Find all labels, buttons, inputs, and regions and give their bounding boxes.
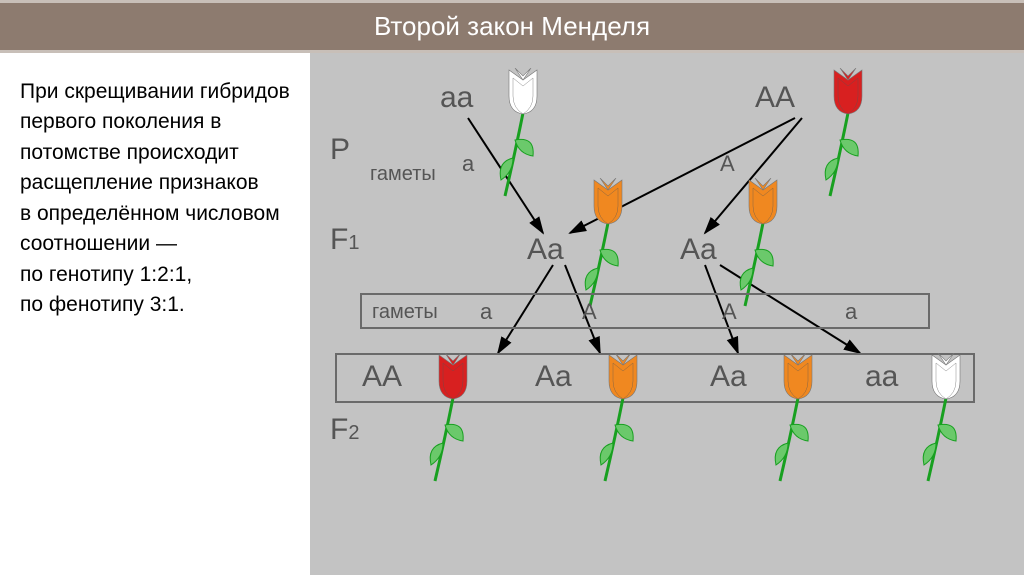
- main-area: При скрещивании гибридов первого поколен…: [0, 53, 1024, 575]
- f2-flower-icon: [770, 353, 830, 488]
- gamete-allele: a: [462, 151, 474, 177]
- f2-genotype: AA: [362, 360, 402, 394]
- gamete-allele: a: [480, 299, 492, 325]
- generation-f2-label: F2: [330, 413, 359, 447]
- gametes-label: гаметы: [372, 301, 438, 324]
- f2-genotype: Aa: [710, 360, 747, 394]
- parent-genotype: aa: [440, 81, 473, 115]
- f1-genotype: Aa: [680, 233, 717, 267]
- gametes-label: гаметы: [370, 163, 436, 186]
- f2-genotype: aa: [865, 360, 898, 394]
- generation-f1-label: F1: [330, 223, 359, 257]
- f2-flower-icon: [425, 353, 485, 488]
- gamete-allele: A: [722, 299, 737, 325]
- f2-genotype: Aa: [535, 360, 572, 394]
- gamete-allele: a: [845, 299, 857, 325]
- generation-p-label: P: [330, 133, 350, 167]
- parent-genotype: AA: [755, 81, 795, 115]
- description-text: При скрещивании гибридов первого поколен…: [0, 53, 310, 575]
- f2-flower-icon: [595, 353, 655, 488]
- parent-flower-icon: [820, 68, 880, 203]
- gamete-allele: A: [582, 299, 597, 325]
- page-title: Второй закон Менделя: [0, 0, 1024, 53]
- mendel-diagram: PF1F2aa AA гаметыaAAa Aa: [310, 53, 1024, 575]
- parent-flower-icon: [495, 68, 555, 203]
- f2-flower-icon: [918, 353, 978, 488]
- gamete-allele: A: [720, 151, 735, 177]
- f1-genotype: Aa: [527, 233, 564, 267]
